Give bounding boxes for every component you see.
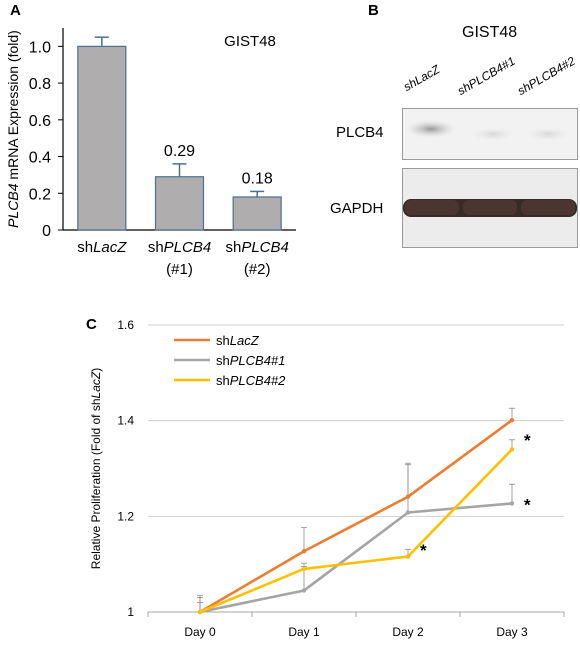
y-tick-label: 0.8: [29, 76, 51, 93]
y-tick-label: 0.2: [29, 186, 51, 203]
data-label: 0.18: [242, 170, 273, 187]
legend-label: shPLCB4#2: [216, 373, 286, 388]
significance-marker: *: [524, 495, 531, 514]
x-tick-label: Day 0: [184, 625, 216, 639]
bar: [232, 196, 282, 231]
panel-b-letter: B: [368, 2, 379, 19]
blot-lane-label-3: shPLCB4#2: [515, 53, 578, 98]
y-tick-label: 0.6: [29, 113, 51, 130]
y-tick-label: 1.6: [117, 318, 134, 332]
blot-band-image-plcb4: [402, 108, 578, 160]
blot-row-label-gapdh: GAPDH: [330, 200, 384, 217]
y-tick-label: 1: [127, 605, 134, 619]
x-tick-sublabel: (#2): [244, 261, 271, 278]
series-point: [197, 609, 203, 615]
panel-a-letter: A: [10, 2, 21, 19]
series-line: [199, 448, 513, 614]
blot-title: GIST48: [462, 24, 518, 41]
x-tick-label: shLacZ: [77, 239, 127, 256]
legend-label: shPLCB4#1: [216, 353, 285, 368]
x-tick-sublabel: (#1): [166, 261, 193, 278]
y-tick-label: 1.0: [29, 39, 51, 56]
series-point: [405, 554, 411, 559]
y-tick-label: 1.4: [117, 414, 134, 428]
panel-c-letter: C: [86, 316, 97, 333]
bar-chart-plcb4-expression: 0 0.2 0.4 0.6 0.8 1.0 PLCB4 mRNA Expression (f…: [5, 28, 296, 278]
series-point: [301, 566, 307, 572]
x-tick-label: Day 2: [392, 625, 424, 639]
bar: [77, 45, 127, 231]
x-tick-label: Day 3: [496, 625, 528, 639]
blot-band-image-gapdh: [402, 168, 578, 248]
series-point: [301, 549, 307, 554]
x-tick-label: shPLCB4: [148, 239, 211, 256]
significance-marker: *: [524, 431, 531, 450]
y-tick-label: 0: [42, 223, 51, 240]
x-tick-label: shPLCB4: [225, 239, 288, 256]
line-chart-relative-proliferation: 1 1.2 1.4 1.6 Day 0 Day 1 Day 2 Day 3 Relative P…: [89, 318, 565, 639]
series-point: [509, 447, 515, 452]
y-axis-label: Relative Proliferation (Fold of shLacZ): [89, 368, 103, 569]
blot-lane-label-1: shLacZ: [401, 62, 443, 94]
series-point: [509, 417, 515, 423]
blot-lane-label-2: shPLCB4#1: [455, 53, 518, 98]
series-point: [405, 494, 411, 499]
blot-row-label-plcb4: PLCB4: [336, 124, 384, 141]
significance-marker: *: [420, 541, 427, 560]
y-axis-label: PLCB4 mRNA Expression (fold): [5, 30, 21, 228]
series-line: [199, 502, 513, 614]
series-point: [509, 501, 515, 506]
data-label: 0.29: [164, 143, 195, 160]
series-point: [405, 510, 411, 515]
x-tick-label: Day 1: [288, 625, 320, 639]
bar: [154, 176, 205, 231]
legend-label: shLacZ: [216, 333, 260, 348]
series-line: [199, 419, 513, 614]
chart-title: GIST48: [224, 33, 276, 50]
series-point: [301, 588, 307, 593]
y-tick-label: 1.2: [117, 509, 134, 523]
y-tick-label: 0.4: [29, 150, 51, 167]
